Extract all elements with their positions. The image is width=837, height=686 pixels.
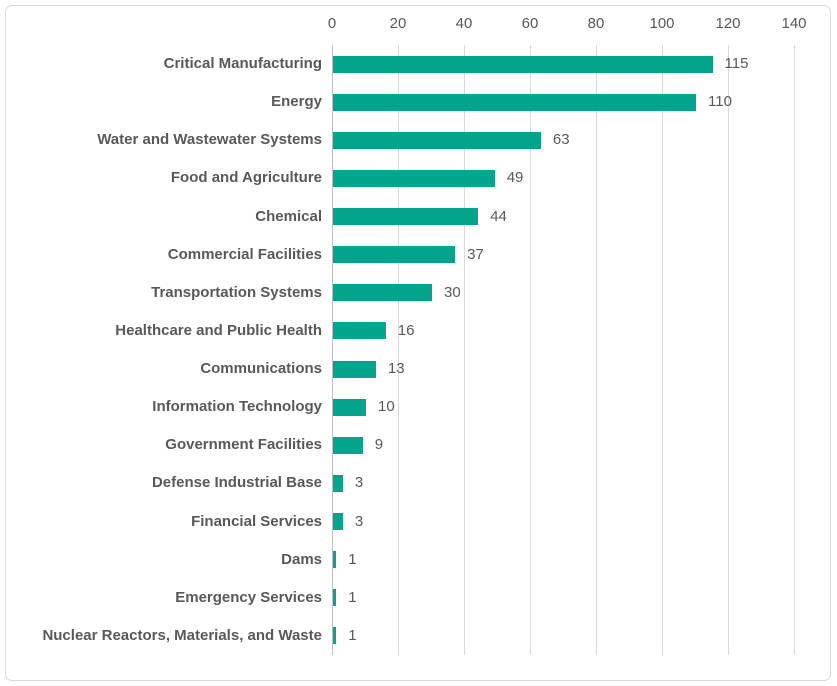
- bar-row: Food and Agriculture 49: [0, 159, 837, 197]
- value-label: 115: [724, 55, 749, 72]
- category-label: Emergency Services: [175, 588, 322, 606]
- bar-row: Government Facilities 9: [0, 426, 837, 464]
- bar-row: Defense Industrial Base 3: [0, 464, 837, 502]
- category-label: Chemical: [255, 207, 322, 225]
- value-label: 30: [444, 283, 461, 301]
- value-label: 3: [354, 512, 364, 530]
- bar: [333, 208, 479, 226]
- value-label: 10: [378, 398, 395, 416]
- x-tick-label: 40: [455, 15, 473, 32]
- category-label: Healthcare and Public Health: [115, 321, 322, 339]
- x-tick-label: 80: [587, 15, 605, 32]
- gridline: [398, 45, 399, 655]
- gridline: [530, 45, 531, 655]
- bar-row: Communications 13: [0, 350, 837, 388]
- bar: [333, 589, 337, 607]
- category-label: Food and Agriculture: [170, 169, 322, 187]
- category-label: Dams: [281, 550, 322, 568]
- category-label: Government Facilities: [165, 436, 322, 454]
- value-label: 16: [397, 321, 415, 339]
- category-label: Commercial Facilities: [167, 245, 322, 263]
- bar: [333, 284, 432, 302]
- category-label: Water and Wastewater Systems: [97, 131, 322, 149]
- bar-row: Information Technology 10: [0, 388, 837, 426]
- category-label: Energy: [271, 93, 322, 111]
- category-label: Financial Services: [191, 512, 322, 530]
- value-label: 1: [348, 588, 357, 606]
- gridline: [794, 45, 795, 655]
- value-label: 44: [490, 207, 507, 225]
- bar-row: Chemical 44: [0, 198, 837, 236]
- category-label: Defense Industrial Base: [151, 474, 322, 492]
- bar: [333, 513, 343, 531]
- bar: [333, 360, 376, 378]
- category-label: Communications: [200, 360, 322, 377]
- x-tick-label: 100: [649, 15, 675, 32]
- bar: [333, 398, 366, 416]
- value-label: 63: [552, 131, 570, 149]
- value-label: 13: [387, 360, 405, 377]
- bar-row: Energy 110: [0, 83, 837, 121]
- bar: [333, 93, 696, 111]
- value-label: 37: [467, 245, 484, 263]
- bar-row: Dams 1: [0, 541, 837, 579]
- value-label: 1: [348, 550, 357, 568]
- bar-row: Financial Services 3: [0, 503, 837, 541]
- gridline: [464, 45, 465, 655]
- bar: [333, 551, 337, 569]
- bar: [333, 55, 713, 73]
- bar-row: Nuclear Reactors, Materials, and Waste 1: [0, 617, 837, 655]
- x-tick-label: 140: [781, 15, 807, 32]
- value-label: 3: [354, 474, 364, 492]
- bar: [333, 169, 495, 187]
- bar-row: Commercial Facilities 37: [0, 236, 837, 274]
- bar: [333, 474, 343, 492]
- value-label: 9: [374, 436, 384, 454]
- x-tick-label: 120: [715, 15, 741, 32]
- bar: [333, 246, 456, 264]
- bar: [333, 627, 337, 645]
- gridline: [662, 45, 663, 655]
- bar-row: Transportation Systems 30: [0, 274, 837, 312]
- bar-row: Critical Manufacturing 115: [0, 45, 837, 83]
- bar: [333, 436, 363, 454]
- axis-line: [332, 45, 333, 655]
- category-label: Transportation Systems: [151, 283, 322, 301]
- x-tick-label: 20: [389, 15, 407, 32]
- bar-row: Emergency Services 1: [0, 579, 837, 617]
- x-tick-label: 0: [327, 15, 337, 32]
- gridline: [596, 45, 597, 655]
- gridline: [728, 45, 729, 655]
- x-tick-label: 60: [521, 15, 539, 32]
- bar: [333, 322, 386, 340]
- bar-row: Healthcare and Public Health 16: [0, 312, 837, 350]
- bar-row: Water and Wastewater Systems 63: [0, 121, 837, 159]
- value-label: 49: [506, 169, 524, 187]
- bar: [333, 131, 541, 149]
- value-label: 1: [348, 626, 357, 644]
- category-label: Nuclear Reactors, Materials, and Waste: [42, 626, 322, 644]
- category-label: Information Technology: [152, 398, 322, 416]
- category-label: Critical Manufacturing: [163, 55, 322, 72]
- value-label: 110: [708, 93, 732, 111]
